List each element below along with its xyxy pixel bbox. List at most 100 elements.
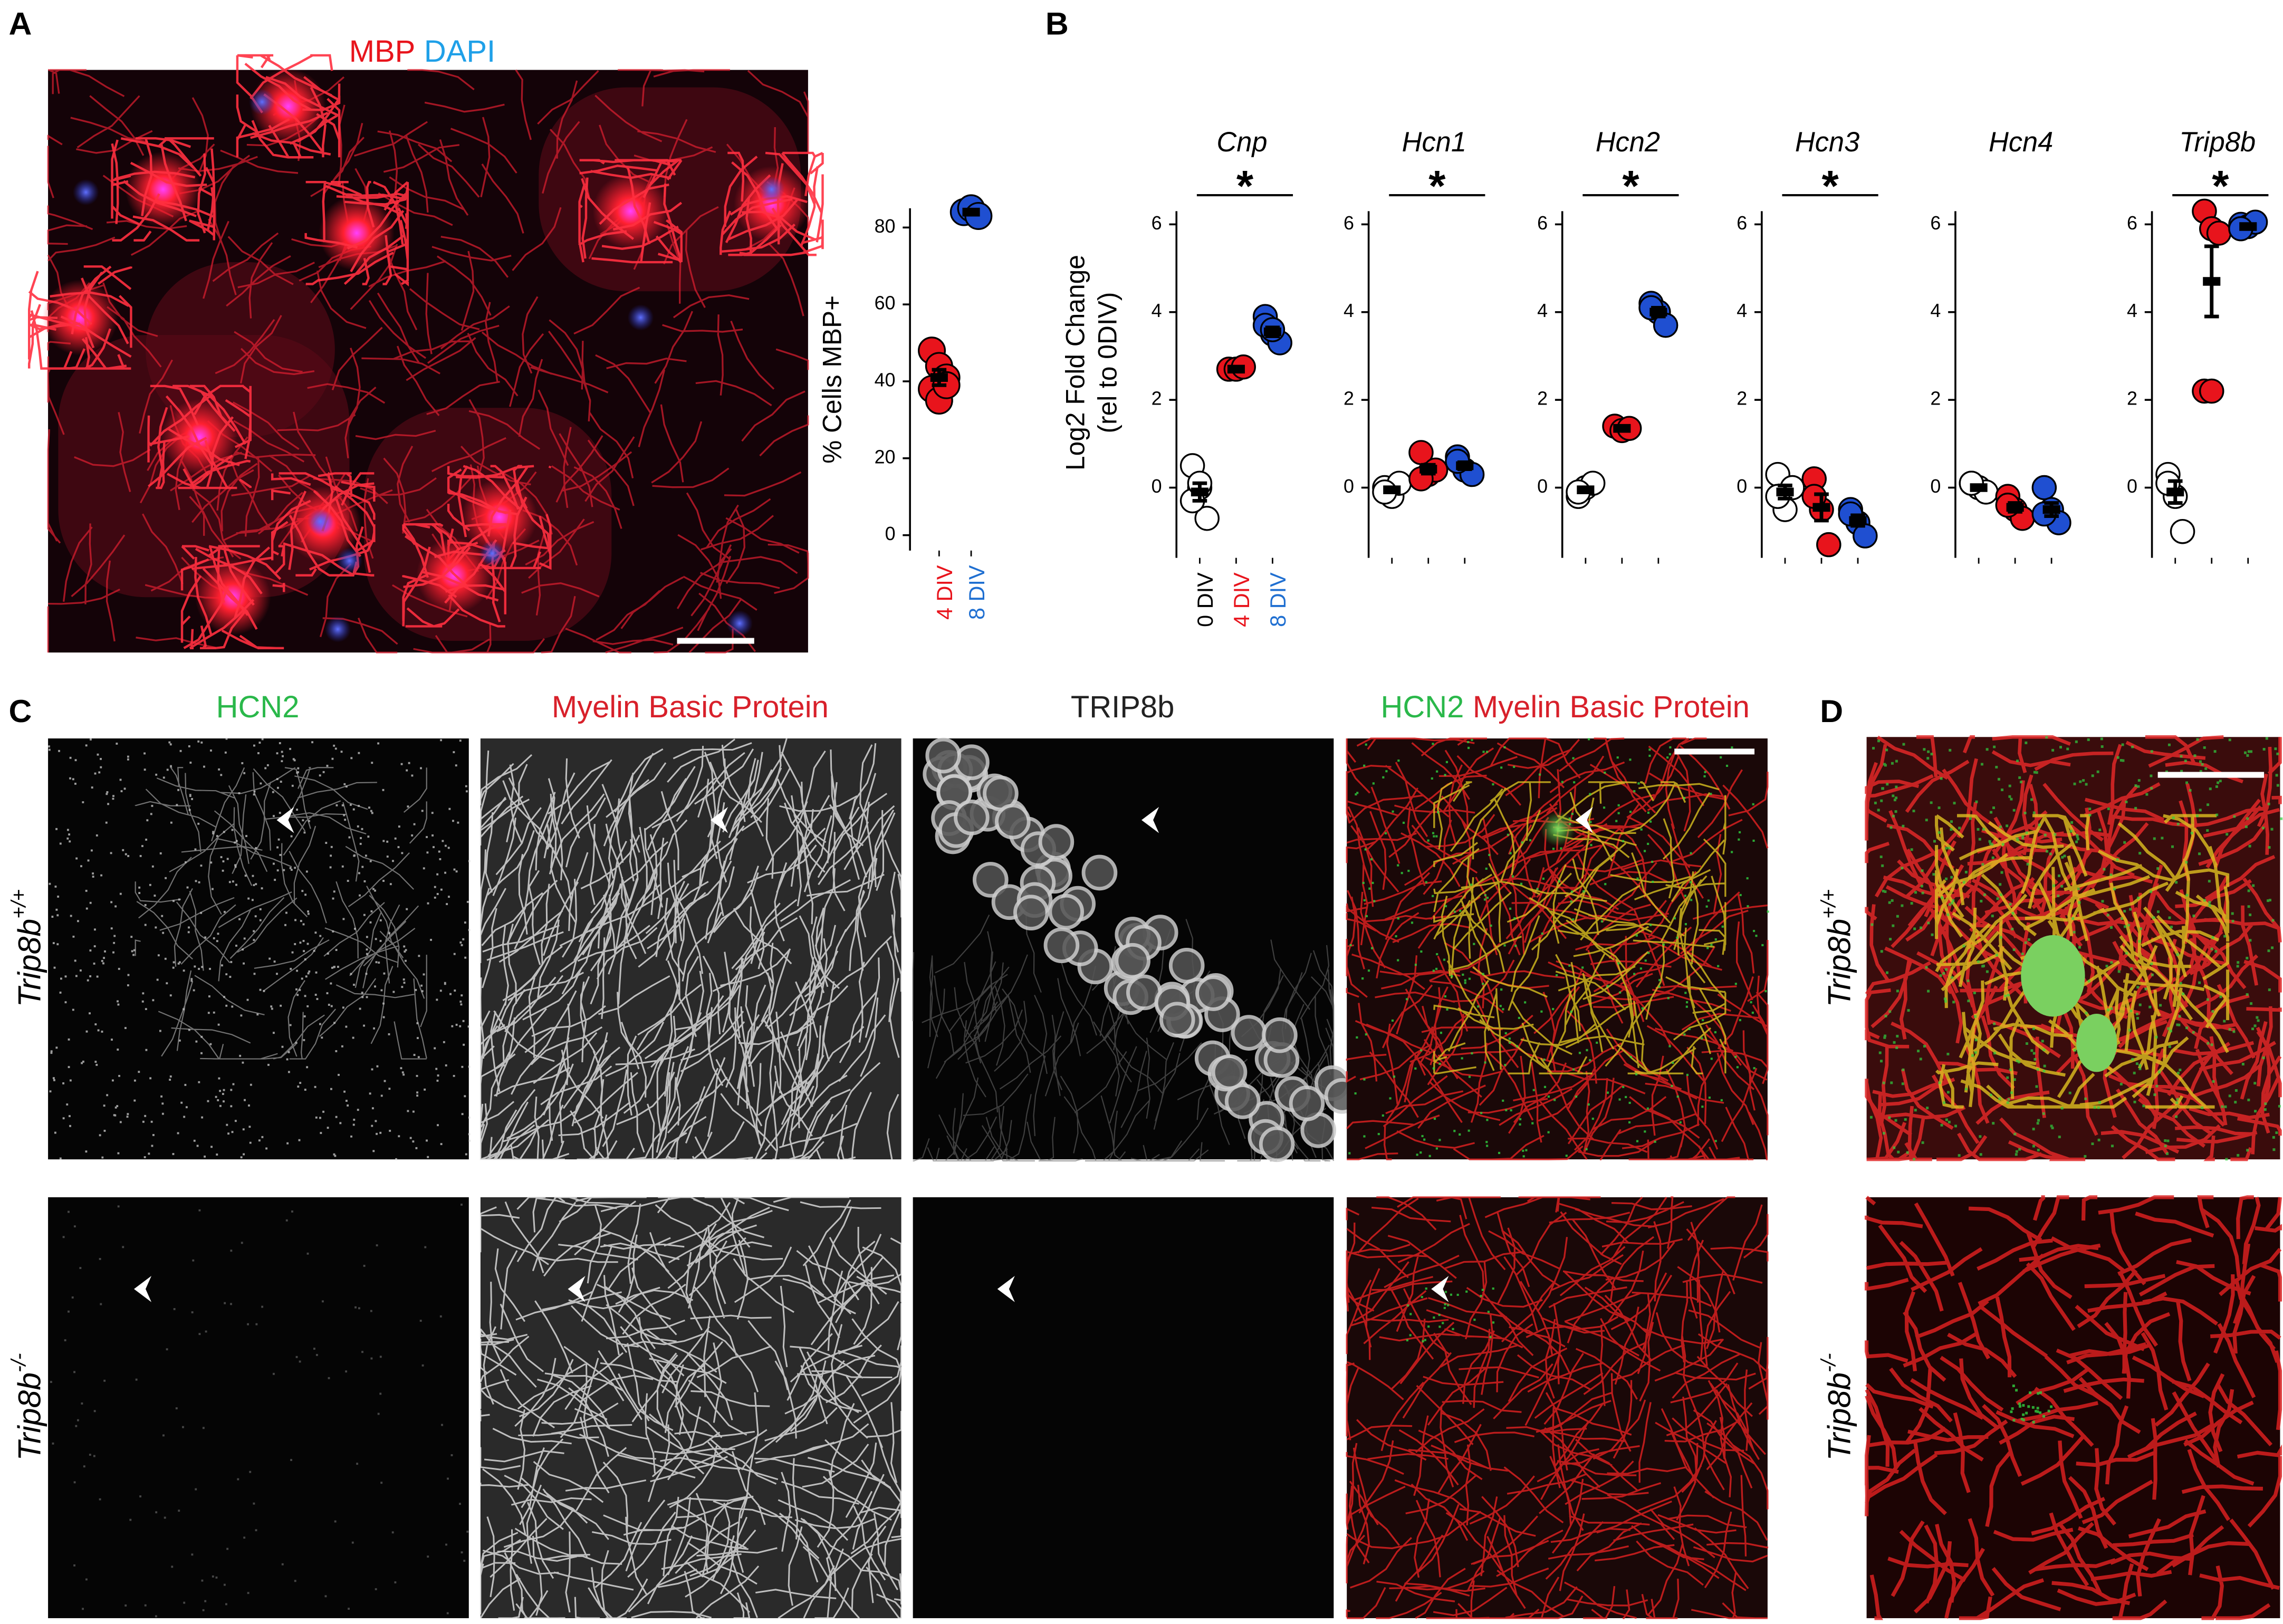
y-tick-label: 60: [875, 293, 896, 314]
micrograph-texture: [48, 737, 471, 1160]
micrograph: [48, 1197, 469, 1618]
micrograph-texture: [1433, 781, 1726, 1074]
micrograph-texture: [1224, 1083, 1261, 1119]
y-axis-label: % Cells MBP+: [818, 295, 847, 464]
row-label: Trip8b-/-: [8, 1353, 47, 1460]
micrograph-texture: [1262, 1017, 1298, 1053]
y-tick-label: 4: [1152, 300, 1162, 321]
micrograph-texture: [324, 616, 351, 642]
y-tick-label: 2: [1152, 388, 1162, 409]
micrograph-texture: [146, 262, 335, 437]
column-header: TRIP8b: [1071, 690, 1174, 724]
arrowhead: [1431, 1276, 1449, 1302]
arrowhead: [710, 806, 728, 833]
significance-mark: *: [1622, 161, 1639, 210]
micrograph-texture: [250, 68, 327, 145]
arrowhead: [1142, 806, 1159, 833]
y-tick-label: 2: [1537, 388, 1548, 409]
micrograph-texture: [1043, 927, 1080, 964]
micrograph-texture: [248, 89, 275, 116]
y-tick-label: 0: [885, 523, 896, 544]
data-point: [2206, 220, 2232, 246]
y-tick-label: 0: [1344, 476, 1354, 497]
micrograph-texture: [759, 176, 785, 203]
panel-label: C: [9, 693, 32, 729]
chart-title: Hcn3: [1795, 127, 1859, 158]
arrowhead: [568, 1276, 586, 1302]
column-header: HCN2: [216, 690, 300, 724]
micrograph-texture: [995, 803, 1031, 840]
panel-header: MBP DAPI: [349, 35, 495, 69]
y-tick-label: 80: [875, 216, 896, 237]
micrograph-texture: [1013, 895, 1049, 931]
micrograph-texture: [1259, 1126, 1295, 1162]
micrograph-texture: [2076, 1013, 2117, 1072]
y-axis-label: Log2 Fold Change: [1061, 255, 1090, 470]
y-tick-label: 6: [1152, 213, 1162, 234]
y-tick-label: 0: [2127, 476, 2137, 497]
micrograph-texture: [50, 1204, 469, 1618]
micrograph-texture: [1048, 893, 1085, 930]
arrowhead: [276, 806, 294, 833]
micrograph-texture: [1195, 975, 1231, 1011]
micrograph-texture: [479, 738, 903, 1160]
y-tick-label: 2: [2127, 388, 2137, 409]
y-tick-label: 6: [1930, 213, 1941, 234]
y-tick-label: 6: [1737, 213, 1747, 234]
y-tick-label: 6: [1344, 213, 1354, 234]
y-tick-label: 4: [1537, 300, 1548, 321]
micrograph-texture: [479, 540, 505, 567]
y-tick-label: 0: [1930, 476, 1941, 497]
y-tick-label: 0: [1737, 476, 1747, 497]
data-point: [1194, 506, 1220, 531]
y-tick-label: 4: [2127, 300, 2137, 321]
row-label: Trip8b+/+: [1818, 889, 1857, 1007]
y-tick-label: 40: [875, 369, 896, 390]
row-label: Trip8b+/+: [8, 889, 47, 1007]
data-point: [1816, 532, 1841, 558]
micrograph-texture: [73, 179, 99, 206]
chart-title: Hcn1: [1402, 127, 1466, 158]
y-tick-label: 4: [1344, 300, 1354, 321]
micrograph-texture: [1864, 1195, 2282, 1620]
y-tick-label: 20: [875, 446, 896, 467]
column-header: Myelin Basic Protein: [552, 690, 829, 724]
micrograph-texture: [479, 1196, 903, 1619]
x-tick-label: 4 DIV: [933, 565, 957, 620]
y-axis-label: (rel to 0DIV): [1092, 292, 1122, 434]
y-tick-label: 0: [1537, 476, 1548, 497]
micrograph-texture: [304, 180, 409, 287]
micrograph-texture: [578, 159, 683, 264]
y-tick-label: 0: [1152, 476, 1162, 497]
arrowhead: [997, 1276, 1015, 1302]
micrograph-texture: [954, 800, 990, 835]
micrograph-texture: [147, 385, 252, 489]
micrograph-texture: [2010, 1385, 2053, 1424]
chart-title: Cnp: [1216, 127, 1267, 158]
micrograph-texture: [307, 508, 334, 535]
micrograph-texture: [135, 767, 427, 1060]
micrograph-texture: [1168, 947, 1205, 984]
micrograph-texture: [1540, 811, 1576, 847]
data-point: [2199, 378, 2224, 404]
column-header: HCN2 Myelin Basic Protein: [1381, 690, 1750, 724]
micrograph-texture: [1115, 943, 1150, 979]
micrograph-texture: [720, 151, 824, 256]
y-tick-label: 4: [1737, 300, 1747, 321]
micrograph-texture: [1159, 1002, 1195, 1038]
chart-title: Hcn4: [1989, 127, 2053, 158]
micrograph-texture: [627, 304, 654, 331]
panel-label: B: [1045, 6, 1069, 42]
chart-title: Hcn2: [1596, 127, 1660, 158]
micrograph-texture: [592, 173, 668, 249]
x-tick-label: 8 DIV: [965, 565, 989, 620]
micrograph-texture: [726, 610, 753, 637]
significance-mark: *: [2212, 161, 2229, 210]
micrograph-texture: [1211, 1054, 1248, 1090]
data-point: [1853, 523, 1878, 549]
micrograph-texture: [336, 547, 363, 574]
significance-mark: *: [1236, 161, 1254, 210]
arrowhead: [1575, 806, 1593, 833]
row-label: Trip8b-/-: [1818, 1353, 1857, 1460]
